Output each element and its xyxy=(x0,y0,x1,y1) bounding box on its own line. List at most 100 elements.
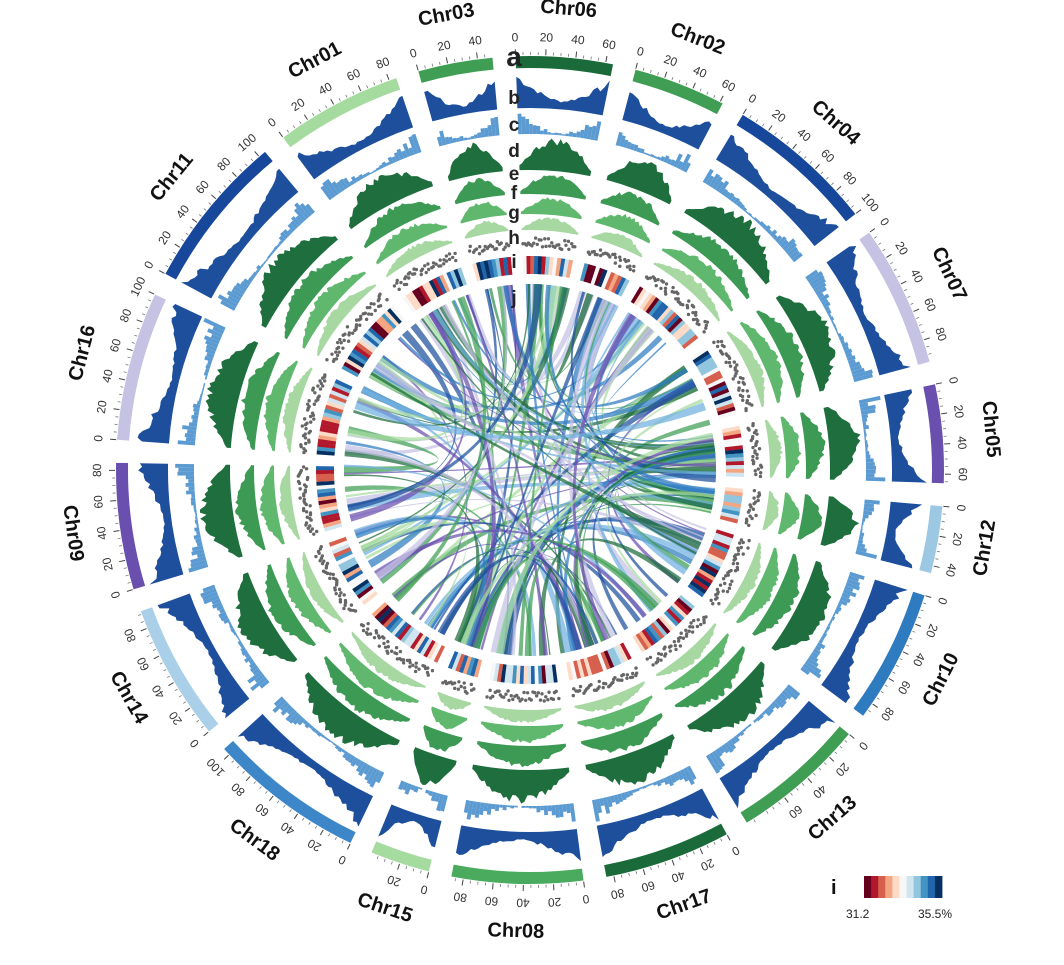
minor-tick-chr16 xyxy=(118,393,122,396)
track-h-point xyxy=(563,238,567,243)
track-d-chr18 xyxy=(304,672,400,748)
track-h-point xyxy=(342,593,346,597)
track-c-bar xyxy=(385,161,391,166)
track-i-cell xyxy=(319,427,338,435)
track-i-cell xyxy=(658,615,674,632)
minor-tick-chr07 xyxy=(926,345,930,348)
synteny-link xyxy=(621,466,717,510)
track-c-bar xyxy=(811,278,826,290)
tick-chr17-40 xyxy=(671,859,675,866)
track-h-point xyxy=(310,527,315,531)
track-c-bar xyxy=(207,360,212,366)
track-c-bar xyxy=(791,252,803,263)
tick-chr06-40 xyxy=(575,51,578,58)
track-i-cell xyxy=(673,600,690,616)
track-i-cell xyxy=(515,665,521,684)
track-i-cell xyxy=(316,473,335,478)
minor-tick-chr18 xyxy=(231,760,235,764)
track-c-bar xyxy=(490,118,496,137)
track-h-point xyxy=(748,514,752,518)
chromosome-ideogram-ring: 0 20 40 60 020406002040608010002040608002040… xyxy=(90,30,970,910)
synteny-link xyxy=(344,452,716,475)
track-h-point xyxy=(724,574,728,578)
tick-label-chr13-20: 20 xyxy=(833,760,853,780)
synteny-link xyxy=(370,371,702,550)
track-c-bar xyxy=(272,699,287,713)
track-h-point xyxy=(759,465,764,469)
minor-tick-chr04 xyxy=(774,132,777,136)
track-h-point xyxy=(595,253,599,257)
track-i-cell xyxy=(635,633,649,651)
track-h-point xyxy=(547,244,552,248)
track-c-bar xyxy=(279,701,290,712)
track-c-bar xyxy=(849,361,861,369)
track-h-point xyxy=(322,379,327,383)
minor-tick-chr18 xyxy=(308,821,311,825)
track-h-point xyxy=(302,417,307,421)
minor-tick-chr17 xyxy=(657,864,660,868)
minor-tick-chr16 xyxy=(134,334,138,337)
track-h-point xyxy=(308,429,313,433)
track-h-point xyxy=(318,379,322,383)
track-c-bar xyxy=(635,787,640,792)
track-g-chr03 xyxy=(464,220,509,239)
track-h-point xyxy=(747,538,751,543)
track-h-point xyxy=(756,494,760,499)
track-h-point xyxy=(467,249,472,253)
track-c-bar xyxy=(837,602,842,608)
track-h-point xyxy=(331,576,336,581)
minor-tick-chr10 xyxy=(895,664,900,668)
track-i-cell xyxy=(661,613,677,630)
track-i-cell xyxy=(712,391,731,402)
track-h-point xyxy=(361,628,366,633)
minor-tick-chr02 xyxy=(699,88,702,92)
track-h-point xyxy=(705,320,710,324)
track-h-point xyxy=(457,680,461,684)
chr-label-chr01: Chr01 xyxy=(285,37,345,83)
track-h-point xyxy=(746,546,750,550)
track-b-chr08 xyxy=(455,825,582,862)
tick-label-chr17-20: 20 xyxy=(698,856,716,874)
track-i-cell xyxy=(696,357,714,370)
track-c-bar xyxy=(202,591,219,601)
track-h-point xyxy=(674,297,678,301)
track-h-point xyxy=(302,483,307,487)
track-c-bar xyxy=(271,248,276,254)
track-h-point xyxy=(672,639,677,644)
track-label-a: a xyxy=(506,41,522,72)
track-h-point xyxy=(625,676,629,680)
tick-label-chr06-40: 40 xyxy=(570,32,585,47)
track-i-cell xyxy=(725,472,744,478)
track-h-point xyxy=(314,554,318,559)
minor-tick-chr03 xyxy=(424,65,426,69)
minor-tick-chr18 xyxy=(242,770,245,774)
track-i-cell xyxy=(442,272,454,292)
track-i-cell xyxy=(370,324,387,340)
track-h-point xyxy=(299,443,303,447)
track-h-point xyxy=(733,374,737,378)
track-c-bar xyxy=(800,666,811,676)
track-h-point xyxy=(661,280,666,284)
track-h-point xyxy=(439,264,443,268)
track-c-bar xyxy=(195,538,202,543)
track-c-bar xyxy=(193,411,199,416)
track-h-point xyxy=(365,305,370,310)
chr-label-chr04: Chr04 xyxy=(807,96,865,151)
track-h-point xyxy=(693,313,698,317)
track-i-cell xyxy=(356,584,374,599)
track-h-point xyxy=(628,675,633,680)
minor-tick-chr15 xyxy=(412,868,415,872)
track-c-bar xyxy=(194,519,199,524)
track-b-chr12 xyxy=(880,501,923,569)
minor-tick-chr17 xyxy=(650,866,652,871)
track-i-cell xyxy=(360,335,378,351)
track-i-cell xyxy=(388,616,404,634)
track-c-bar xyxy=(864,443,869,448)
track-h-point xyxy=(578,684,583,689)
track-c-bar xyxy=(771,700,781,710)
track-h-point xyxy=(319,545,323,549)
track-i-cell xyxy=(343,361,361,375)
minor-tick-chr04 xyxy=(755,119,759,123)
track-i-cell xyxy=(506,256,513,276)
track-c-bar xyxy=(326,738,331,743)
